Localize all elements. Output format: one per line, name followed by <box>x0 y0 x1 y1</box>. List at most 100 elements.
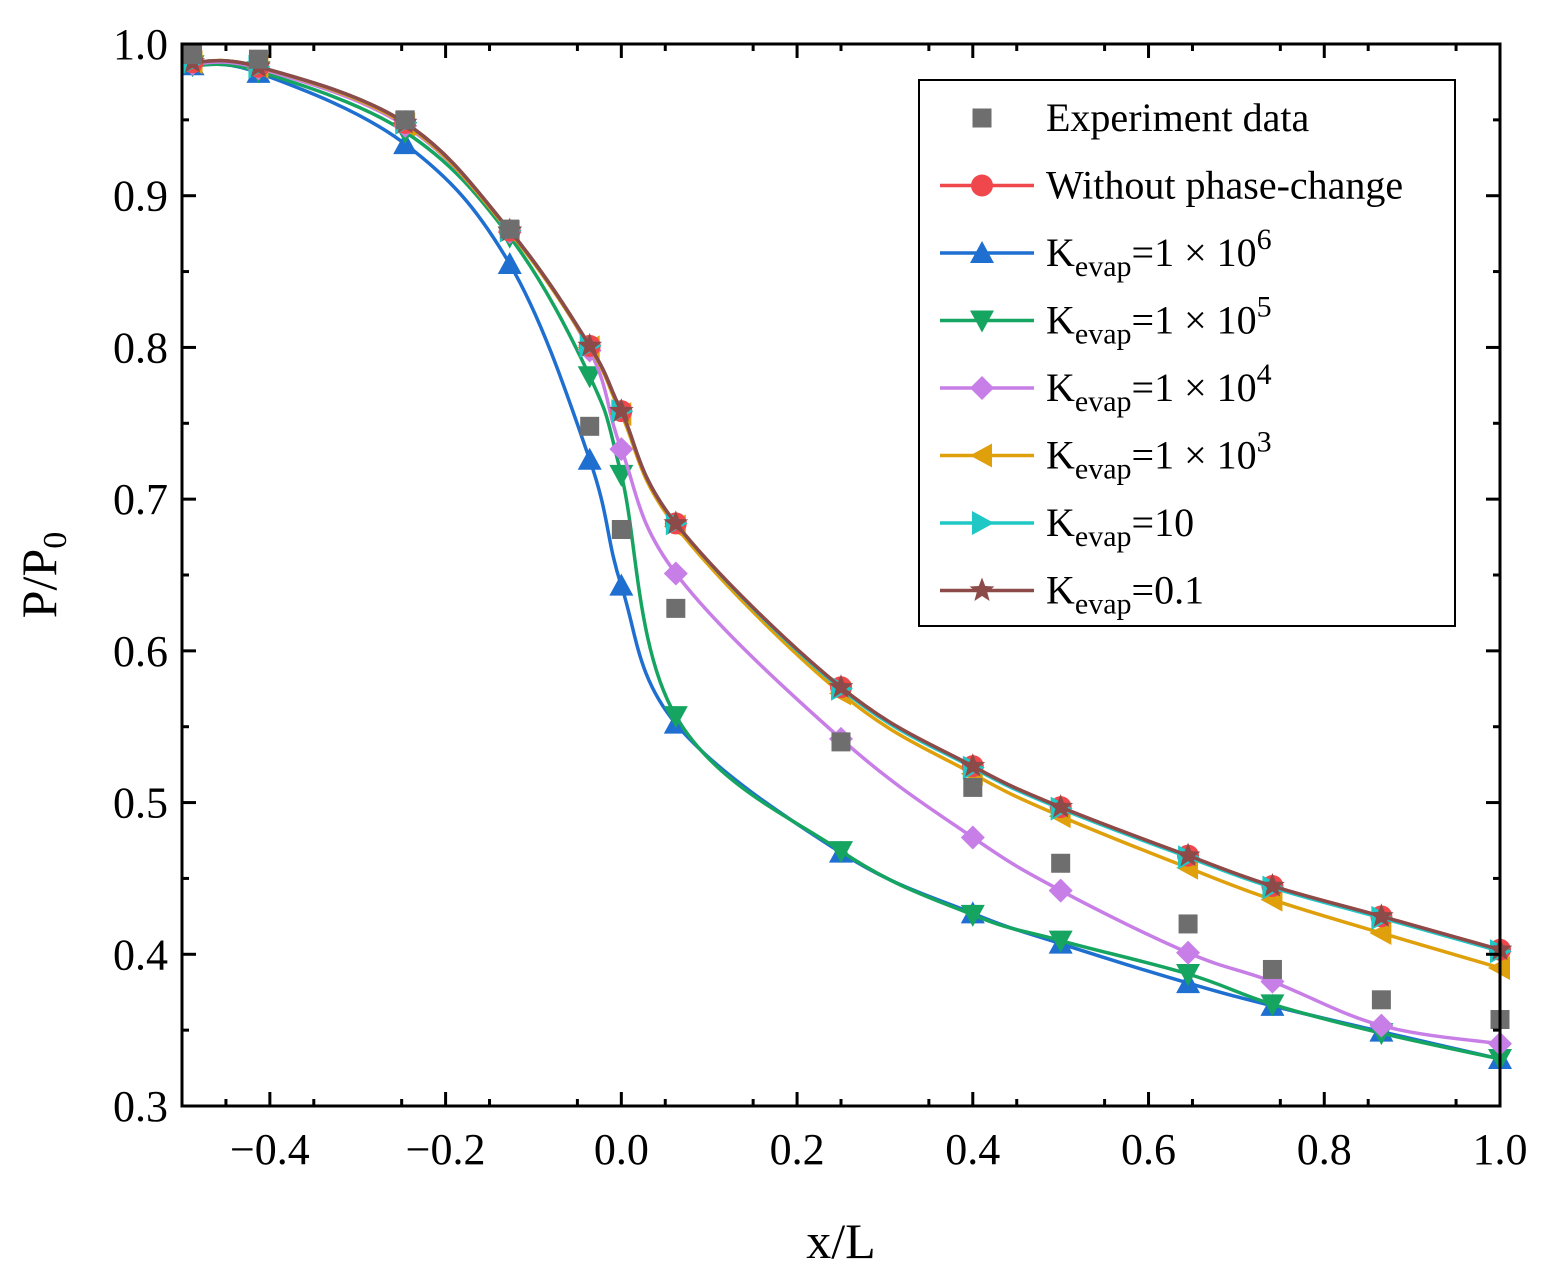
data-point <box>609 437 634 462</box>
axis-tick-labels: −0.4 −0.2 0.0 0.2 0.4 0.6 0.8 1.0 0.3 0.4 0.5 0.6 0.… <box>113 20 1528 1174</box>
data-point <box>1178 914 1198 934</box>
legend-box <box>918 79 1456 627</box>
legend-label-tail: =1 × 10 <box>1132 298 1257 343</box>
legend-item: Kevap=1 × 106 <box>940 223 1272 283</box>
legend-label-main: K <box>1046 365 1075 410</box>
legend-label: Kevap=1 × 104 <box>1046 358 1272 418</box>
legend: Experiment data Without phase-change Kevap… <box>918 79 1456 627</box>
data-point <box>960 825 985 850</box>
legend-label: Kevap=1 × 106 <box>1046 223 1272 283</box>
data-point <box>960 904 985 927</box>
y-tick-label: 0.7 <box>113 475 168 524</box>
y-axis-title: P/P0 <box>11 532 74 619</box>
x-tick-label: 0.6 <box>1121 1125 1176 1174</box>
data-point <box>1175 842 1201 867</box>
legend-label-main: Experiment data <box>1046 95 1309 140</box>
data-point <box>497 251 522 274</box>
data-point <box>960 753 986 777</box>
data-point <box>1369 921 1392 946</box>
data-point <box>963 777 983 797</box>
data-point <box>608 398 634 422</box>
legend-item: Experiment data <box>972 95 1309 140</box>
data-point <box>1048 930 1073 953</box>
data-point <box>1262 959 1282 979</box>
legend-label-main: K <box>1046 298 1075 343</box>
legend-item: Without phase-change <box>940 163 1403 208</box>
y-tick-label: 1.0 <box>113 20 168 69</box>
legend-items: Experiment data Without phase-change Kevap… <box>940 95 1403 621</box>
x-tick-label: −0.4 <box>230 1125 310 1174</box>
data-point <box>1260 873 1285 897</box>
series-line <box>192 58 1501 952</box>
data-point <box>1369 903 1394 927</box>
legend-item: Kevap=1 × 104 <box>940 358 1272 418</box>
legend-label: Kevap=1 × 103 <box>1046 426 1272 486</box>
legend-item: Kevap=1 × 105 <box>940 291 1272 351</box>
legend-label-superscript: 6 <box>1257 223 1272 256</box>
data-point <box>611 519 631 539</box>
data-point <box>577 366 602 389</box>
legend-label-tail: =1 × 10 <box>1132 365 1257 410</box>
legend-label-tail: =10 <box>1132 500 1195 545</box>
legend-label-subscript: evap <box>1075 250 1132 283</box>
series-layer <box>180 45 1513 1071</box>
legend-label: Kevap=10 <box>1046 500 1194 553</box>
x-axis-title: x/L <box>806 1213 875 1269</box>
x-tick-label: 0.0 <box>594 1125 649 1174</box>
axis-ticks <box>182 42 1502 1108</box>
legend-label: Without phase-change <box>1046 163 1403 208</box>
data-point <box>609 573 634 596</box>
data-point <box>500 219 520 239</box>
legend-label: Kevap=1 × 105 <box>1046 291 1272 351</box>
legend-marker <box>972 511 994 535</box>
legend-label-subscript: evap <box>1075 453 1132 486</box>
legend-marker <box>970 310 994 333</box>
legend-label-subscript: evap <box>1075 318 1132 351</box>
y-tick-label: 0.8 <box>113 323 168 372</box>
legend-marker <box>970 241 994 263</box>
y-tick-label: 0.5 <box>113 779 168 828</box>
legend-marker <box>970 443 992 468</box>
data-point <box>663 706 688 729</box>
x-tick-label: 0.8 <box>1297 1125 1352 1174</box>
y-axis-title-subscript: 0 <box>37 532 74 549</box>
legend-label-tail: =1 × 10 <box>1132 230 1257 275</box>
y-tick-label: 0.6 <box>113 627 168 676</box>
legend-label-main: Without phase-change <box>1046 163 1403 208</box>
data-point <box>829 841 853 864</box>
data-point <box>580 416 600 436</box>
x-tick-label: 0.4 <box>945 1125 1000 1174</box>
legend-item: Kevap=1 × 103 <box>940 426 1272 486</box>
y-tick-label: 0.3 <box>113 1082 168 1131</box>
data-point <box>663 561 688 586</box>
data-point <box>1048 794 1074 818</box>
data-point <box>663 510 689 534</box>
legend-label: Experiment data <box>1046 95 1309 140</box>
legend-marker <box>972 108 992 128</box>
series-square <box>183 45 1510 1030</box>
data-point <box>828 674 854 698</box>
legend-label-main: K <box>1046 500 1075 545</box>
data-point <box>395 110 415 130</box>
legend-item: Kevap=10 <box>940 500 1194 553</box>
legend-label-main: K <box>1046 433 1075 478</box>
y-tick-label: 0.4 <box>113 930 168 979</box>
legend-label-main: K <box>1046 230 1075 275</box>
data-point <box>1176 940 1201 965</box>
data-point <box>183 45 203 65</box>
legend-label-superscript: 3 <box>1257 426 1272 459</box>
data-point <box>1051 853 1071 873</box>
data-point <box>831 732 851 752</box>
data-point <box>1176 964 1201 987</box>
data-point <box>1369 1013 1394 1038</box>
legend-marker <box>969 577 995 602</box>
y-axis-title-main: P/P <box>11 549 67 619</box>
legend-item: Kevap=0.1 <box>940 568 1204 621</box>
legend-label-subscript: evap <box>1075 520 1132 553</box>
legend-label-tail: =1 × 10 <box>1132 433 1257 478</box>
series-line <box>192 62 1501 1061</box>
legend-marker <box>970 376 994 400</box>
legend-marker <box>971 174 993 197</box>
data-point <box>1371 990 1391 1010</box>
